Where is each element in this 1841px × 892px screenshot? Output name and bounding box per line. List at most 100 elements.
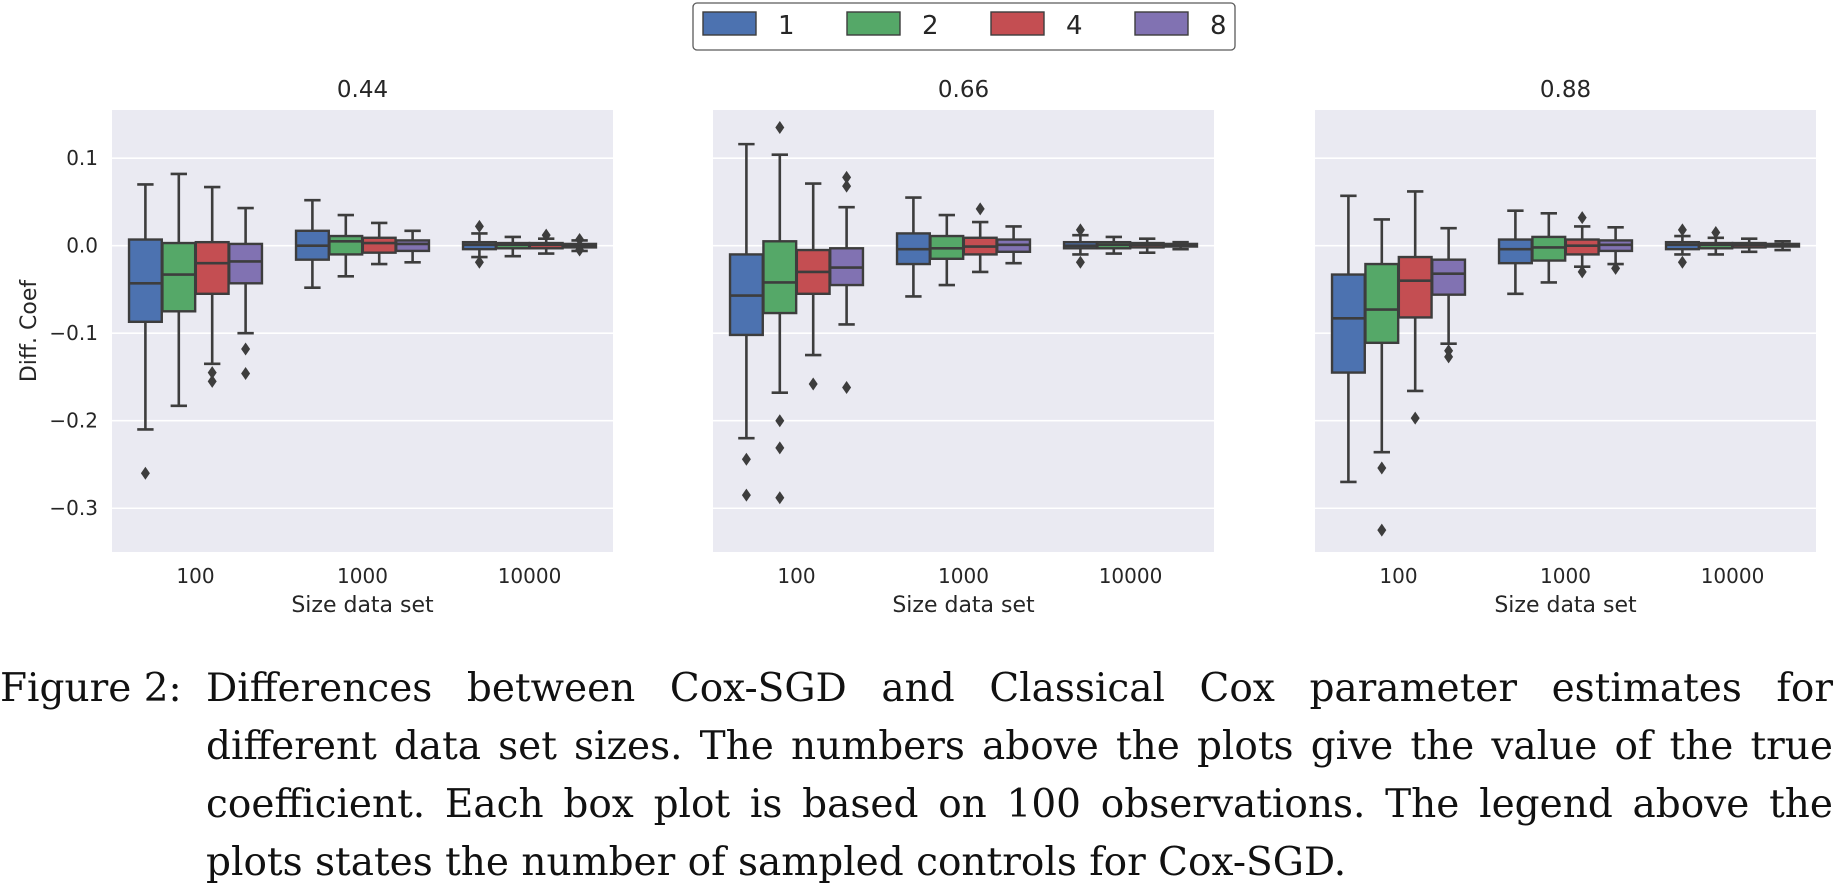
box-iqr <box>1497 238 1533 265</box>
figure-canvas: 1 2 4 8 0.1 0.0 −0.1 −0.2 −0.3 0.44 100 1000 10000 S… <box>17 2 1816 618</box>
outlier-point <box>1577 265 1587 279</box>
panel-title: 0.66 <box>938 77 989 103</box>
x-tick-label: 10000 <box>1099 564 1163 588</box>
figure-caption: Figure 2: Differences between Cox-SGD an… <box>0 660 1841 892</box>
outlier-point <box>1577 211 1587 225</box>
outlier-point <box>1711 226 1721 240</box>
outlier-point <box>1611 261 1621 275</box>
box-series-2-cat-1000 <box>929 213 965 287</box>
outlier-point <box>1410 411 1420 425</box>
outlier-point <box>575 233 585 247</box>
box-series-2-cat-100 <box>1364 218 1400 537</box>
outlier-point <box>474 219 484 233</box>
box-series-4-cat-1000 <box>962 202 998 274</box>
box-series-2-cat-100 <box>161 172 197 408</box>
box-series-4-cat-100 <box>194 185 230 388</box>
legend-label-4: 4 <box>1066 11 1083 41</box>
box-series-4-cat-1000 <box>361 221 397 266</box>
box-iqr <box>361 236 397 254</box>
panel-1: 0.66 100 1000 10000 Size data set <box>713 77 1214 618</box>
outlier-point <box>842 380 852 394</box>
x-axis-label: Size data set <box>1494 593 1637 618</box>
box-series-8-cat-100 <box>228 206 264 380</box>
box-series-8-cat-1000 <box>395 229 431 264</box>
legend-label-2: 2 <box>922 11 939 41</box>
caption-label: Figure 2: <box>0 666 182 711</box>
outlier-point <box>207 374 217 388</box>
y-tick-label: 0.0 <box>66 234 98 258</box>
box-series-1-cat-1000 <box>895 196 931 298</box>
legend-swatch-8 <box>1134 11 1189 36</box>
outlier-point <box>741 488 751 502</box>
outlier-point <box>575 243 585 257</box>
box-series-8-cat-1000 <box>1598 225 1634 275</box>
box-series-1-cat-100 <box>127 183 163 480</box>
plot-area <box>713 110 1214 552</box>
box-series-4-cat-100 <box>795 182 831 391</box>
legend: 1 2 4 8 <box>692 2 1236 51</box>
outlier-point <box>1444 350 1454 364</box>
box-series-2-cat-10000 <box>1698 226 1734 256</box>
outlier-point <box>775 441 785 455</box>
y-tick-label: −0.2 <box>49 409 98 433</box>
outlier-point <box>1377 523 1387 537</box>
outlier-point <box>541 228 551 242</box>
plot-area <box>112 110 613 552</box>
outlier-point <box>842 170 852 184</box>
outlier-point <box>775 121 785 135</box>
y-tick-label: −0.3 <box>49 496 98 520</box>
box-series-2-cat-100 <box>762 121 798 505</box>
box-iqr <box>395 239 431 253</box>
legend-frame <box>692 2 1236 51</box>
box-series-8-cat-100 <box>1431 226 1467 364</box>
x-tick-label: 10000 <box>498 564 562 588</box>
outlier-point <box>241 366 251 380</box>
x-tick-label: 1000 <box>337 564 388 588</box>
outlier-point <box>775 414 785 428</box>
box-series-8-cat-10000 <box>1765 239 1801 252</box>
x-tick-label: 100 <box>176 564 214 588</box>
box-series-2-cat-1000 <box>328 213 364 278</box>
legend-label-1: 1 <box>778 11 795 41</box>
box-series-8-cat-10000 <box>1163 240 1199 251</box>
box-iqr <box>1431 258 1467 296</box>
legend-label-8: 8 <box>1210 11 1227 41</box>
outlier-point <box>1377 461 1387 475</box>
outlier-point <box>1075 223 1085 237</box>
x-tick-label: 1000 <box>938 564 989 588</box>
panel-title: 0.44 <box>337 77 388 103</box>
box-iqr <box>228 242 264 285</box>
outlier-point <box>741 452 751 466</box>
box-series-8-cat-100 <box>829 170 865 394</box>
box-iqr <box>762 240 798 315</box>
box-iqr <box>328 234 364 256</box>
x-axis-label: Size data set <box>892 593 1035 618</box>
box-series-8-cat-1000 <box>996 225 1032 265</box>
box-iqr <box>1330 273 1366 374</box>
box-iqr <box>1531 235 1567 262</box>
outlier-point <box>1677 255 1687 269</box>
box-series-1-cat-100 <box>1330 194 1366 484</box>
outlier-point <box>241 342 251 356</box>
box-iqr <box>194 240 230 296</box>
caption-text: Differences between Cox-SGD and Classica… <box>206 666 1833 885</box>
box-series-1-cat-10000 <box>1062 223 1098 269</box>
y-tick-label: 0.1 <box>66 146 98 170</box>
box-iqr <box>1564 238 1600 256</box>
outlier-point <box>474 255 484 269</box>
outlier-point <box>1075 255 1085 269</box>
panels: 0.1 0.0 −0.1 −0.2 −0.3 0.44 100 1000 10000 Size d… <box>17 77 1816 618</box>
outlier-point <box>1677 223 1687 237</box>
box-series-1-cat-100 <box>728 142 764 502</box>
box-series-8-cat-10000 <box>562 233 598 257</box>
box-series-1-cat-1000 <box>1497 209 1533 296</box>
outlier-point <box>808 377 818 391</box>
y-tick-label: −0.1 <box>49 321 98 345</box>
outlier-point <box>842 179 852 193</box>
legend-swatch-4 <box>990 11 1045 36</box>
outlier-point <box>975 202 985 216</box>
box-iqr <box>1397 255 1433 319</box>
outlier-point <box>207 366 217 380</box>
x-tick-label: 10000 <box>1701 564 1765 588</box>
box-iqr <box>161 241 197 313</box>
